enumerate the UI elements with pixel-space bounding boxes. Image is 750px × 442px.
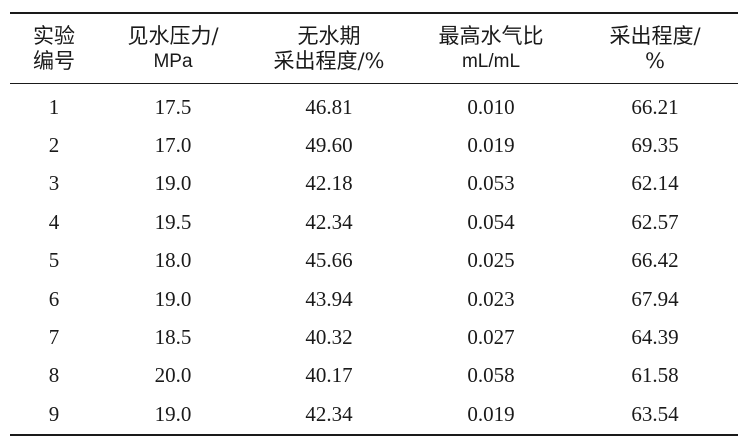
cell-recovery-degree: 67.94	[631, 286, 679, 311]
cell-breakthrough-pressure: 19.0	[154, 286, 192, 311]
cell-max-water-gas-ratio: 0.053	[467, 171, 515, 196]
cell-experiment-number: 1	[48, 94, 60, 119]
cell-recovery-degree: 66.21	[631, 94, 679, 119]
header-experiment-number: 实验 编号	[33, 24, 75, 73]
cell-recovery-degree: 62.14	[631, 171, 679, 196]
cell-max-water-gas-ratio: 0.010	[467, 94, 515, 119]
cell-water-free-recovery: 45.66	[305, 248, 353, 273]
header-recovery-degree: 采出程度/ %	[609, 24, 701, 73]
cell-experiment-number: 4	[48, 209, 60, 234]
cell-recovery-degree: 66.42	[631, 248, 679, 273]
cell-breakthrough-pressure: 19.0	[154, 401, 192, 426]
header-max-water-gas-ratio: 最高水气比 mL/mL	[438, 24, 544, 72]
cell-breakthrough-pressure: 19.0	[154, 171, 192, 196]
cell-breakthrough-pressure: 17.5	[154, 94, 192, 119]
table-row: 7 18.5 40.32 0.027 64.39	[10, 318, 738, 356]
cell-max-water-gas-ratio: 0.019	[467, 401, 515, 426]
table-row: 6 19.0 43.94 0.023 67.94	[10, 280, 738, 318]
experiment-results-table: 实验 编号 见水压力/ MPa 无水期 采出程度/% 最高水气比 mL/mL 采…	[10, 12, 738, 436]
cell-water-free-recovery: 43.94	[305, 286, 353, 311]
experiment-results-table-container: 实验 编号 见水压力/ MPa 无水期 采出程度/% 最高水气比 mL/mL 采…	[10, 12, 738, 436]
cell-experiment-number: 6	[48, 286, 60, 311]
cell-experiment-number: 9	[48, 401, 60, 426]
cell-max-water-gas-ratio: 0.023	[467, 286, 515, 311]
cell-breakthrough-pressure: 18.0	[154, 248, 192, 273]
table-row: 4 19.5 42.34 0.054 62.57	[10, 203, 738, 241]
cell-max-water-gas-ratio: 0.019	[467, 133, 515, 158]
cell-recovery-degree: 69.35	[631, 133, 679, 158]
cell-experiment-number: 8	[48, 363, 60, 388]
cell-breakthrough-pressure: 20.0	[154, 363, 192, 388]
cell-water-free-recovery: 49.60	[305, 133, 353, 158]
table-row: 1 17.5 46.81 0.010 66.21	[10, 84, 738, 127]
cell-recovery-degree: 61.58	[631, 363, 679, 388]
cell-water-free-recovery: 46.81	[305, 94, 353, 119]
cell-breakthrough-pressure: 18.5	[154, 325, 192, 350]
cell-experiment-number: 3	[48, 171, 60, 196]
header-breakthrough-pressure: 见水压力/ MPa	[127, 24, 219, 72]
table-body: 1 17.5 46.81 0.010 66.21 2 17.0 49.60 0.…	[10, 84, 738, 435]
table-row: 3 19.0 42.18 0.053 62.14	[10, 165, 738, 203]
header-water-free-recovery: 无水期 采出程度/%	[273, 24, 385, 73]
table-row: 8 20.0 40.17 0.058 61.58	[10, 357, 738, 395]
cell-max-water-gas-ratio: 0.058	[467, 363, 515, 388]
cell-water-free-recovery: 42.18	[305, 171, 353, 196]
cell-recovery-degree: 63.54	[631, 401, 679, 426]
cell-breakthrough-pressure: 19.5	[154, 209, 192, 234]
table-row: 2 17.0 49.60 0.019 69.35	[10, 126, 738, 164]
cell-water-free-recovery: 42.34	[305, 401, 353, 426]
table-header: 实验 编号 见水压力/ MPa 无水期 采出程度/% 最高水气比 mL/mL 采…	[10, 13, 738, 84]
cell-recovery-degree: 64.39	[631, 325, 679, 350]
cell-experiment-number: 2	[48, 133, 60, 158]
cell-breakthrough-pressure: 17.0	[154, 133, 192, 158]
table-row: 9 19.0 42.34 0.019 63.54	[10, 395, 738, 435]
header-row: 实验 编号 见水压力/ MPa 无水期 采出程度/% 最高水气比 mL/mL 采…	[10, 13, 738, 84]
table-row: 5 18.0 45.66 0.025 66.42	[10, 242, 738, 280]
cell-max-water-gas-ratio: 0.025	[467, 248, 515, 273]
cell-water-free-recovery: 40.17	[305, 363, 353, 388]
cell-experiment-number: 5	[48, 248, 60, 273]
cell-water-free-recovery: 40.32	[305, 325, 353, 350]
cell-experiment-number: 7	[48, 325, 60, 350]
cell-max-water-gas-ratio: 0.027	[467, 325, 515, 350]
cell-max-water-gas-ratio: 0.054	[467, 209, 515, 234]
cell-recovery-degree: 62.57	[631, 209, 679, 234]
cell-water-free-recovery: 42.34	[305, 209, 353, 234]
